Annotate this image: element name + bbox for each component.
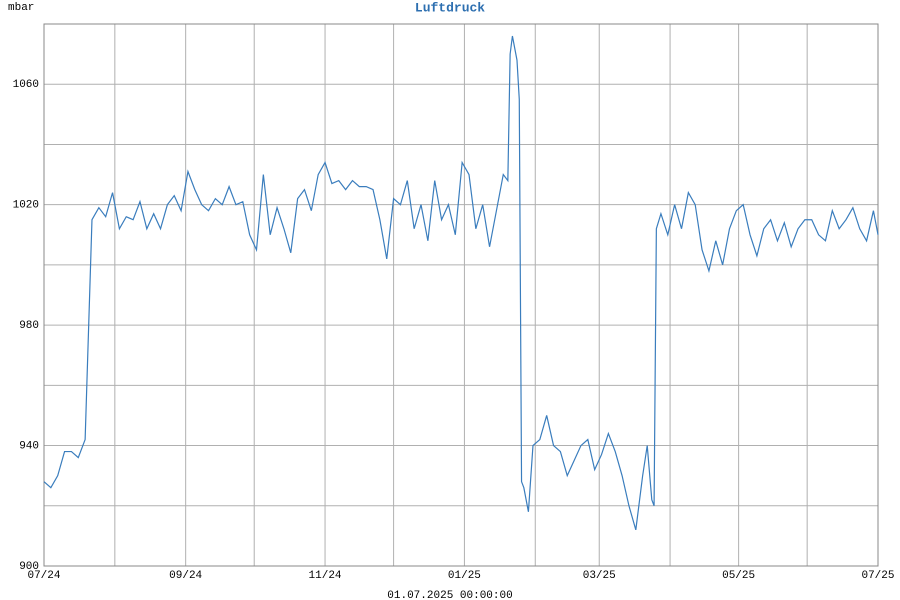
plot-border [43, 23, 879, 567]
y-axis-label: mbar [8, 2, 34, 14]
x-tick-label: 05/25 [722, 570, 755, 582]
data-line [43, 35, 879, 531]
x-axis-label: 01.07.2025 00:00:00 [387, 590, 512, 600]
y-tick-label: 900 [19, 561, 39, 573]
y-tick-label: 1060 [13, 79, 39, 91]
x-tick-label: 03/25 [583, 570, 616, 582]
x-tick-label: 09/24 [169, 570, 202, 582]
x-tick-label: 07/25 [861, 570, 894, 582]
x-tick-label: 07/24 [27, 570, 60, 582]
y-tick-label: 940 [19, 440, 39, 452]
y-tick-label: 980 [19, 320, 39, 332]
x-tick-label: 11/24 [309, 570, 342, 582]
y-tick-label: 1020 [13, 200, 39, 212]
x-tick-label: 01/25 [448, 570, 481, 582]
chart-title: Luftdruck [415, 0, 485, 15]
